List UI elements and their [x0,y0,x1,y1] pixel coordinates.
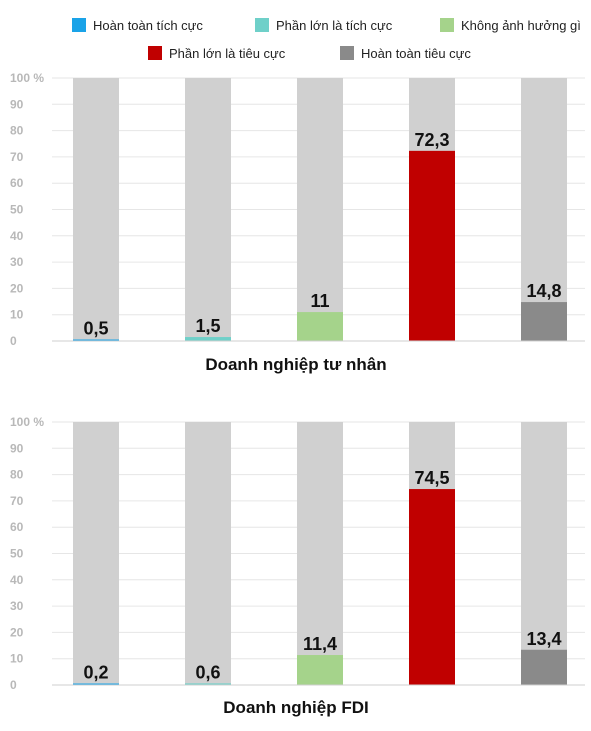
legend-label: Không ảnh hưởng gì [461,17,581,33]
y-tick-label: 0 [10,334,17,348]
y-tick-label: 100 % [10,71,44,85]
bar-value-label: 0,2 [83,663,108,683]
y-tick-label: 70 [10,494,24,508]
bar-value-label: 11 [310,291,329,311]
chart-title: Doanh nghiệp FDI [223,698,368,717]
bar [185,337,231,341]
bar [73,339,119,341]
bar-value-label: 0,6 [195,662,220,682]
y-tick-label: 90 [10,97,24,111]
legend-item-fully-negative: Hoàn toàn tiêu cực [340,44,471,62]
legend-swatch [440,18,454,32]
y-tick-label: 10 [10,308,24,322]
bar [409,150,455,341]
legend-swatch [340,46,354,60]
bar [409,489,455,685]
legend-label: Phần lớn là tiêu cực [169,45,286,61]
y-tick-label: 100 % [10,415,44,429]
y-tick-label: 50 [10,203,24,217]
y-tick-label: 80 [10,124,24,138]
chart-title: Doanh nghiệp tư nhân [205,355,386,374]
y-tick-label: 30 [10,255,24,269]
y-tick-label: 40 [10,573,24,587]
bar [521,649,567,685]
bar-value-label: 72,3 [414,130,449,150]
bar-background [521,422,567,685]
y-tick-label: 30 [10,599,24,613]
legend-label: Hoàn toàn tích cực [93,17,203,33]
y-tick-label: 40 [10,229,24,243]
bar-background [73,422,119,685]
legend-label: Hoàn toàn tiêu cực [361,45,471,61]
bar-background [185,422,231,685]
y-tick-label: 50 [10,547,24,561]
y-tick-label: 10 [10,652,24,666]
bar [297,655,343,685]
chart-legend: Hoàn toàn tích cực Phần lớn là tích cực … [0,0,591,70]
bar-background [521,78,567,341]
legend-swatch [255,18,269,32]
bar-value-label: 11,4 [303,634,337,654]
legend-swatch [72,18,86,32]
bar-value-label: 0,5 [83,319,108,339]
legend-item-no-impact: Không ảnh hưởng gì [440,16,581,34]
bar [521,302,567,341]
legend-item-mostly-positive: Phần lớn là tích cực [255,16,392,34]
legend-swatch [148,46,162,60]
y-tick-label: 60 [10,176,24,190]
bar [297,312,343,341]
chart-panel-1: 0 10 20 30 40 50 60 70 80 90 100 % 0,5 1,5 11 72,3 14,8… [10,71,585,374]
y-tick-label: 20 [10,281,24,295]
legend-item-mostly-negative: Phần lớn là tiêu cực [148,44,285,62]
legend-item-fully-positive: Hoàn toàn tích cực [72,16,203,34]
bar-background [73,78,119,341]
bar-background [297,422,343,685]
y-tick-label: 80 [10,468,24,482]
legend-label: Phần lớn là tích cực [276,17,393,33]
bar [73,683,119,685]
bar-background [185,78,231,341]
y-tick-label: 70 [10,150,24,164]
bar-value-label: 14,8 [526,281,561,301]
y-tick-label: 20 [10,625,24,639]
y-tick-label: 90 [10,441,24,455]
bar-background [297,78,343,341]
bar-value-label: 74,5 [414,468,449,488]
bar-value-label: 1,5 [195,316,220,336]
chart-panel-2: 0 10 20 30 40 50 60 70 80 90 100 % 0,2 0,6 11,4 74,5 13… [10,415,585,717]
y-tick-label: 0 [10,678,17,692]
y-tick-label: 60 [10,520,24,534]
bar-value-label: 13,4 [526,629,561,649]
bar [185,683,231,685]
